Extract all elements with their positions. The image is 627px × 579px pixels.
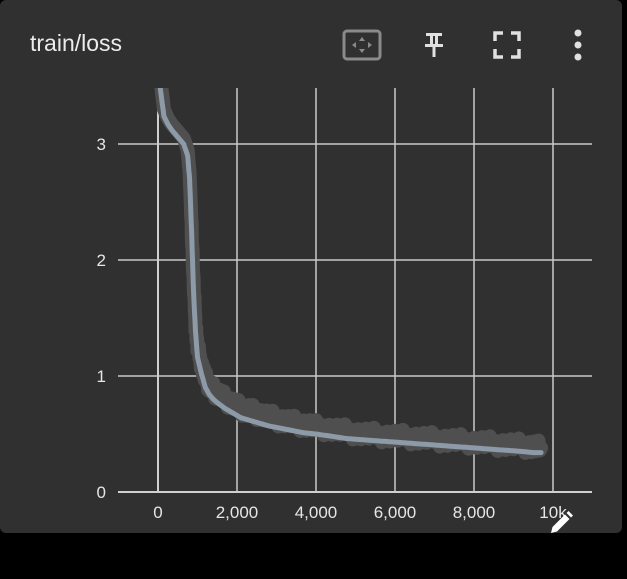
chart-title: train/loss: [30, 30, 123, 56]
x-tick-label: 10k: [539, 503, 567, 522]
fullscreen-icon: [493, 31, 521, 59]
chart-card: train/loss: [0, 0, 622, 533]
y-tick-label: 3: [97, 135, 106, 154]
loss-chart[interactable]: 0 2,000 4,000 6,000 8,000 10k 0 1 2 3: [0, 0, 622, 533]
x-tick-label: 8,000: [453, 503, 496, 522]
pin-icon: [425, 33, 443, 57]
smoothed-loss-line: [157, 88, 544, 456]
pencil-icon: [551, 511, 573, 533]
x-tick-label: 4,000: [295, 503, 338, 522]
edit-button[interactable]: [546, 508, 576, 533]
x-tick-label: 6,000: [374, 503, 417, 522]
pin-button[interactable]: [414, 27, 454, 63]
y-tick-label: 1: [97, 367, 106, 386]
x-tick-label: 2,000: [216, 503, 259, 522]
fit-domain-button[interactable]: [342, 27, 382, 63]
chart-area[interactable]: 0 2,000 4,000 6,000 8,000 10k 0 1 2 3: [0, 0, 622, 533]
fullscreen-button[interactable]: [487, 27, 527, 63]
more-options-button[interactable]: [558, 27, 598, 63]
y-tick-label: 2: [97, 251, 106, 270]
y-tick-label: 0: [97, 483, 106, 502]
raw-loss-line: [154, 88, 549, 460]
fit-domain-icon: [342, 29, 382, 61]
x-tick-label: 0: [153, 503, 162, 522]
more-vert-icon: [574, 29, 582, 61]
